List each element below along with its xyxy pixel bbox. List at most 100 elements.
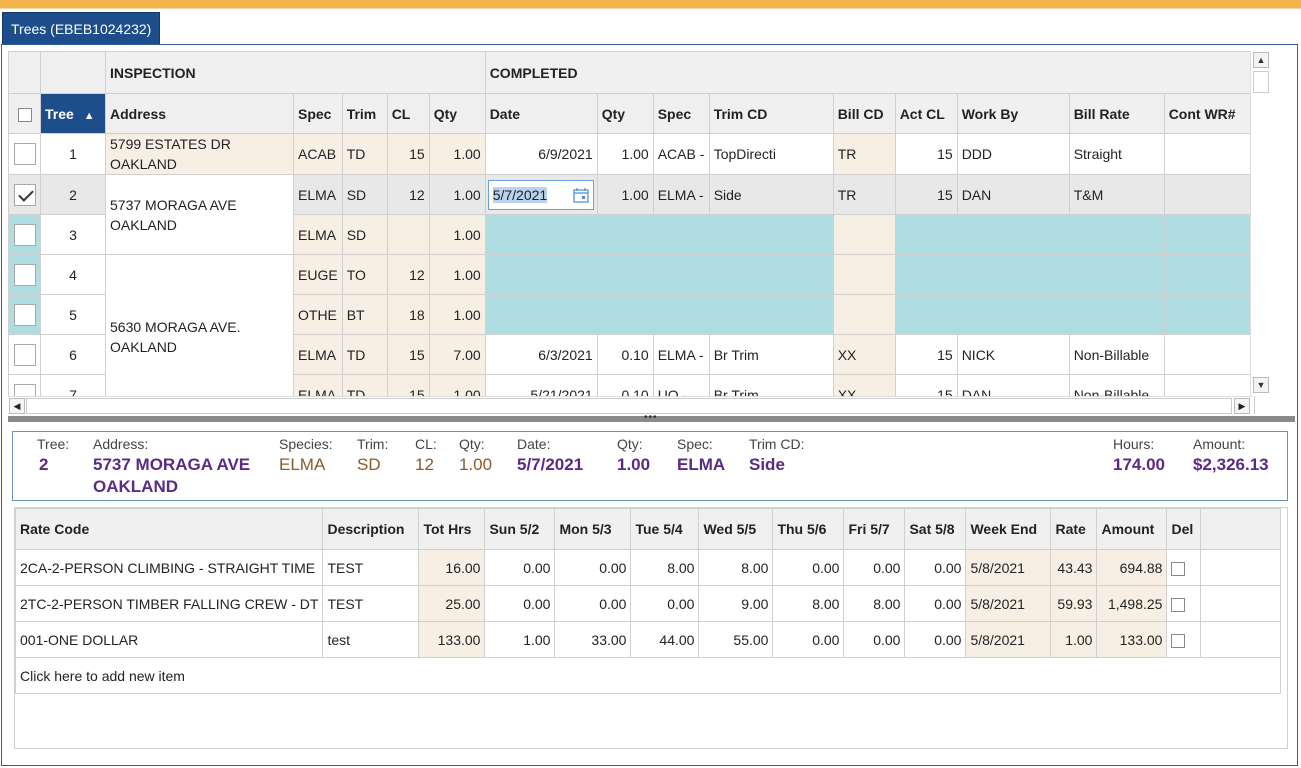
work-by-cell[interactable]: NICK (956, 334, 1070, 375)
delete-checkbox[interactable] (1171, 633, 1186, 648)
column-header-wed[interactable]: Wed 5/5 (698, 508, 774, 550)
delete-checkbox[interactable] (1171, 561, 1186, 576)
sun-hours-cell[interactable]: 0.00 (484, 549, 556, 586)
trim-cd-cell[interactable]: TopDirecti (708, 133, 834, 175)
completed-qty-cell[interactable]: 1.00 (596, 133, 654, 175)
completed-spec-cell[interactable] (652, 294, 710, 335)
act-cl-cell[interactable]: 15 (894, 174, 958, 215)
row-checkbox-checked[interactable] (13, 183, 36, 206)
table-row[interactable]: 5 OTHE BT 18 1.00 (8, 294, 1255, 335)
bill-rate-cell[interactable]: Non-Billable (1068, 334, 1165, 375)
fri-hours-cell[interactable]: 0.00 (843, 621, 906, 658)
column-header-date[interactable]: Date (484, 93, 598, 134)
column-header-sun[interactable]: Sun 5/2 (484, 508, 556, 550)
rate-code-cell[interactable]: 2CA-2-PERSON CLIMBING - STRAIGHT TIME (14, 549, 324, 586)
work-by-cell[interactable] (956, 214, 1070, 255)
cont-wr-cell[interactable] (1163, 334, 1255, 375)
date-editor-value[interactable]: 5/7/2021 (492, 186, 548, 203)
fri-hours-cell[interactable]: 0.00 (843, 549, 906, 586)
column-header-mon[interactable]: Mon 5/3 (554, 508, 632, 550)
fri-hours-cell[interactable]: 8.00 (843, 585, 906, 622)
thu-hours-cell[interactable]: 0.00 (772, 549, 845, 586)
act-cl-cell[interactable] (894, 254, 958, 295)
delete-cell[interactable] (1166, 585, 1202, 622)
trim-cd-cell[interactable]: Side (708, 174, 834, 215)
work-by-cell[interactable] (956, 294, 1070, 335)
wed-hours-cell[interactable]: 8.00 (698, 549, 774, 586)
scroll-right-icon[interactable]: ▶ (1234, 398, 1250, 414)
act-cl-cell[interactable]: 15 (894, 334, 958, 375)
work-by-cell[interactable]: DDD (956, 133, 1070, 175)
column-header-work-by[interactable]: Work By (956, 93, 1070, 134)
row-select-cell[interactable] (8, 214, 41, 255)
row-select-cell[interactable] (8, 254, 41, 295)
column-header-tree[interactable]: Tree ▲ (40, 93, 106, 134)
column-header-thu[interactable]: Thu 5/6 (772, 508, 845, 550)
tue-hours-cell[interactable]: 44.00 (630, 621, 700, 658)
column-header-bill-rate[interactable]: Bill Rate (1068, 93, 1165, 134)
cont-wr-cell[interactable] (1163, 254, 1255, 295)
column-header-address[interactable]: Address (105, 93, 294, 134)
tab-trees[interactable]: Trees (EBEB1024232) (2, 12, 161, 44)
trim-cd-cell[interactable] (708, 214, 834, 255)
work-by-cell[interactable]: DAN (956, 174, 1070, 215)
column-header-fri[interactable]: Fri 5/7 (843, 508, 906, 550)
select-all-checkbox[interactable] (17, 107, 32, 122)
work-by-cell[interactable] (956, 254, 1070, 295)
row-select-cell[interactable] (8, 334, 41, 375)
delete-cell[interactable] (1166, 621, 1202, 658)
bill-rate-cell[interactable] (1068, 254, 1165, 295)
mon-hours-cell[interactable]: 0.00 (554, 585, 632, 622)
delete-checkbox[interactable] (1171, 597, 1186, 612)
act-cl-cell[interactable] (894, 294, 958, 335)
completed-qty-cell[interactable] (596, 214, 654, 255)
column-header-rate-code[interactable]: Rate Code (14, 508, 324, 550)
horizontal-scrollbar[interactable]: ◀ ▶ (8, 396, 1252, 414)
row-checkbox[interactable] (13, 343, 36, 366)
column-header-description[interactable]: Description (322, 508, 420, 550)
sun-hours-cell[interactable]: 1.00 (484, 621, 556, 658)
rate-code-cell[interactable]: 2TC-2-PERSON TIMBER FALLING CREW - DT (14, 585, 324, 622)
scroll-left-icon[interactable]: ◀ (9, 398, 25, 414)
completed-qty-cell[interactable] (596, 294, 654, 335)
mon-hours-cell[interactable]: 33.00 (554, 621, 632, 658)
date-cell[interactable]: 6/3/2021 (484, 334, 598, 375)
cont-wr-cell[interactable] (1163, 214, 1255, 255)
splitter-grip-icon[interactable]: ••• (644, 412, 658, 423)
completed-spec-cell[interactable] (652, 254, 710, 295)
column-header-spec[interactable]: Spec (293, 93, 343, 134)
table-row[interactable]: 1 5799 ESTATES DR OAKLAND ACAB TD 15 1.0… (8, 133, 1255, 175)
sat-hours-cell[interactable]: 0.00 (904, 585, 967, 622)
cont-wr-cell[interactable] (1163, 174, 1255, 215)
column-header-trim[interactable]: Trim (341, 93, 388, 134)
vertical-scrollbar[interactable]: ▲ ▼ (1250, 51, 1270, 396)
date-cell[interactable] (484, 214, 598, 255)
date-editor[interactable]: 5/7/2021 (487, 179, 594, 210)
row-checkbox[interactable] (13, 143, 36, 165)
horizontal-scroll-thumb[interactable] (26, 398, 1232, 414)
sat-hours-cell[interactable]: 0.00 (904, 621, 967, 658)
column-header-sat[interactable]: Sat 5/8 (904, 508, 967, 550)
column-header-cont-wr[interactable]: Cont WR# (1163, 93, 1255, 134)
description-cell[interactable]: TEST (322, 549, 420, 586)
bill-rate-cell[interactable]: Straight (1068, 133, 1165, 175)
column-header-week-end[interactable]: Week End (965, 508, 1052, 550)
scroll-up-icon[interactable]: ▲ (1253, 52, 1269, 68)
trim-cd-cell[interactable] (708, 254, 834, 295)
bill-rate-cell[interactable] (1068, 214, 1165, 255)
description-cell[interactable]: TEST (322, 585, 420, 622)
column-header-del[interactable]: Del (1166, 508, 1202, 550)
completed-spec-cell[interactable] (652, 214, 710, 255)
completed-spec-cell[interactable]: ELMA - (652, 334, 710, 375)
completed-qty-cell[interactable] (596, 254, 654, 295)
row-select-cell[interactable] (8, 133, 41, 175)
sun-hours-cell[interactable]: 0.00 (484, 585, 556, 622)
delete-cell[interactable] (1166, 549, 1202, 586)
bill-rate-cell[interactable] (1068, 294, 1165, 335)
table-row[interactable]: 001-ONE DOLLAR test 133.00 1.00 33.00 44… (14, 621, 1282, 658)
table-row[interactable]: 4 5630 MORAGA AVE. OAKLAND EUGE TO 12 1.… (8, 254, 1255, 414)
date-editor-cell[interactable]: 5/7/2021 (484, 174, 598, 215)
completed-qty-cell[interactable]: 1.00 (596, 174, 654, 215)
add-new-row[interactable]: Click here to add new item (14, 657, 1282, 694)
column-header-bill-cd[interactable]: Bill CD (832, 93, 896, 134)
